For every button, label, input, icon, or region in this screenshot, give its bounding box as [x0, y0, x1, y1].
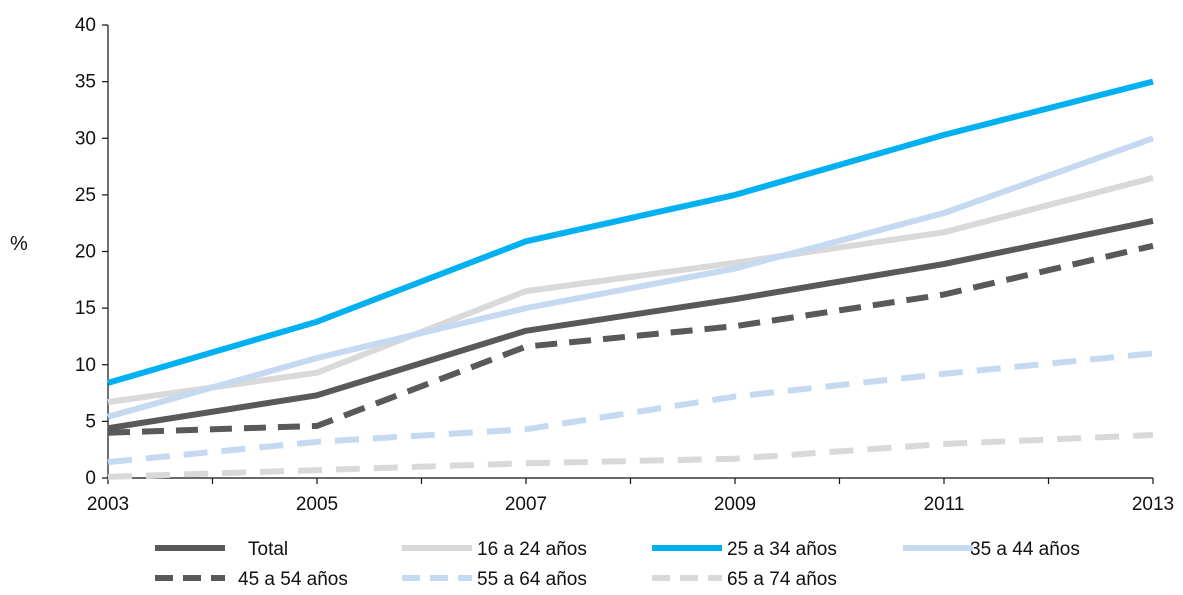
legend-label-2: 25 a 34 años	[727, 539, 837, 560]
series-line-2	[107, 78, 1154, 386]
axes: 0 5 10 15 20 25 30 35 40 2003 2005 2007 2009 2011 2013	[75, 15, 1174, 515]
series-line-3	[107, 135, 1155, 420]
legend-label-5: 55 a 64 años	[477, 569, 587, 590]
x-tick-label: 2005	[296, 494, 338, 515]
x-tick-label: 2003	[87, 494, 129, 515]
y-tick-label: 15	[75, 298, 96, 319]
series-line-5	[107, 350, 1154, 466]
series-line-4	[107, 242, 1154, 436]
y-tick-label: 10	[75, 355, 96, 376]
y-tick-label: 40	[75, 15, 96, 36]
series-line-1	[107, 174, 1154, 406]
series-line-6	[107, 432, 1154, 480]
y-tick-label: 30	[75, 128, 96, 149]
x-tick-label: 2007	[505, 494, 547, 515]
legend: Total 16 a 24 años 25 a 34 años 35 a 44 año…	[155, 539, 1080, 590]
legend-label-4: 45 a 54 años	[238, 569, 348, 590]
x-tick-label: 2011	[924, 494, 965, 515]
y-tick-label: 20	[75, 242, 96, 263]
series-layer	[107, 78, 1155, 480]
legend-label-0: Total	[248, 539, 288, 560]
x-tick-label: 2009	[714, 494, 756, 515]
legend-label-1: 16 a 24 años	[477, 539, 587, 560]
y-tick-label: 0	[85, 468, 96, 489]
y-tick-label: 35	[75, 72, 96, 93]
x-tick-label: 2013	[1132, 494, 1174, 515]
y-tick-label: 25	[75, 185, 96, 206]
y-axis-title: %	[10, 233, 28, 255]
legend-label-6: 65 a 74 años	[727, 569, 837, 590]
legend-label-3: 35 a 44 años	[970, 539, 1080, 560]
y-tick-label: 5	[85, 411, 96, 432]
series-line-0	[107, 217, 1154, 432]
